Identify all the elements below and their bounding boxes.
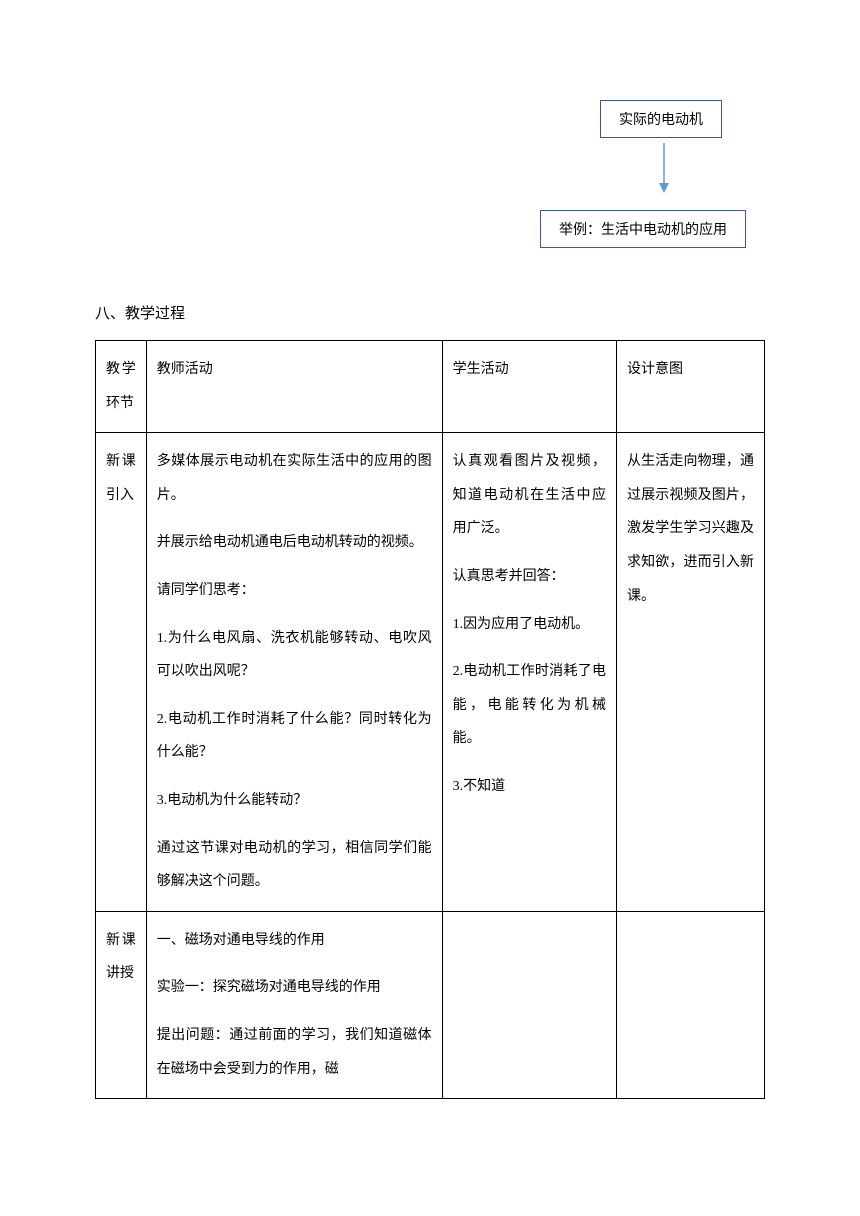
box1-text: 实际的电动机	[619, 113, 703, 128]
row1-col3-p4: 2.电动机工作时消耗了电能，电能转化为机械能。	[453, 655, 606, 756]
row1-col4-p1: 从生活走向物理，通过展示视频及图片，激发学生学习兴趣及求知欲，进而引入新课。	[627, 445, 754, 613]
row2-col3	[442, 911, 616, 1098]
header-col4: 设计意图	[617, 341, 765, 433]
row1-col3-p3: 1.因为应用了电动机。	[453, 608, 606, 642]
row1-col2-p6: 3.电动机为什么能转动？	[157, 784, 432, 818]
row1-col3-p2: 认真思考并回答：	[453, 560, 606, 594]
row1-col2-p7: 通过这节课对电动机的学习，相信同学们能够解决这个问题。	[157, 832, 432, 899]
row1-col3-p5: 3.不知道	[453, 770, 606, 804]
arrow-down	[654, 138, 674, 198]
diagram-box-2: 举例：生活中电动机的应用	[540, 210, 746, 248]
row1-col3-p1: 认真观看图片及视频，知道电动机在生活中应用广泛。	[453, 445, 606, 546]
row1-col1: 新课引入	[96, 433, 147, 912]
row2-col4	[617, 911, 765, 1098]
header-col3: 学生活动	[442, 341, 616, 433]
header-col1: 教学环节	[96, 341, 147, 433]
row1-col2-p1: 多媒体展示电动机在实际生活中的应用的图片。	[157, 445, 432, 512]
table-header-row: 教学环节 教师活动 学生活动 设计意图	[96, 341, 765, 433]
row1-col2-p2: 并展示给电动机通电后电动机转动的视频。	[157, 526, 432, 560]
table-row: 新课讲授 一、磁场对通电导线的作用 实验一：探究磁场对通电导线的作用 提出问题：…	[96, 911, 765, 1098]
row2-col2-p1: 一、磁场对通电导线的作用	[157, 924, 432, 958]
row1-col2-p4: 1.为什么电风扇、洗衣机能够转动、电吹风可以吹出风呢？	[157, 622, 432, 689]
table-row: 新课引入 多媒体展示电动机在实际生活中的应用的图片。 并展示给电动机通电后电动机…	[96, 433, 765, 912]
row2-col1: 新课讲授	[96, 911, 147, 1098]
row1-col2-p3: 请同学们思考：	[157, 574, 432, 608]
row2-col2: 一、磁场对通电导线的作用 实验一：探究磁场对通电导线的作用 提出问题：通过前面的…	[146, 911, 442, 1098]
diagram-box-1: 实际的电动机	[600, 100, 722, 138]
row1-col4: 从生活走向物理，通过展示视频及图片，激发学生学习兴趣及求知欲，进而引入新课。	[617, 433, 765, 912]
row2-col2-p2: 实验一：探究磁场对通电导线的作用	[157, 971, 432, 1005]
section-title: 八、教学过程	[95, 302, 185, 323]
row1-col3: 认真观看图片及视频，知道电动机在生活中应用广泛。 认真思考并回答： 1.因为应用…	[442, 433, 616, 912]
row1-col2-p5: 2.电动机工作时消耗了什么能？同时转化为什么能？	[157, 703, 432, 770]
box2-text: 举例：生活中电动机的应用	[559, 223, 727, 238]
header-col2: 教师活动	[146, 341, 442, 433]
row2-col2-p3: 提出问题：通过前面的学习，我们知道磁体在磁场中会受到力的作用，磁	[157, 1019, 432, 1086]
teaching-process-table: 教学环节 教师活动 学生活动 设计意图 新课引入 多媒体展示电动机在实际生活中的…	[95, 340, 765, 1099]
row1-col2: 多媒体展示电动机在实际生活中的应用的图片。 并展示给电动机通电后电动机转动的视频…	[146, 433, 442, 912]
